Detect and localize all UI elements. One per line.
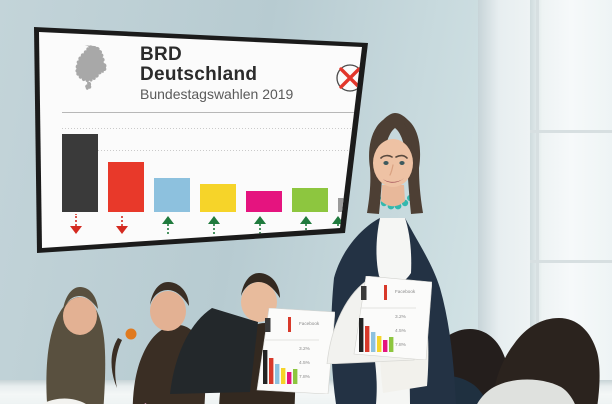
svg-text:3.2%: 3.2% <box>395 314 407 320</box>
svg-text:7.8%: 7.8% <box>299 374 311 380</box>
svg-text:Facebook: Facebook <box>299 321 320 326</box>
svg-text:7.8%: 7.8% <box>395 342 407 348</box>
svg-text:4.5%: 4.5% <box>395 328 407 334</box>
svg-text:4.5%: 4.5% <box>299 360 311 366</box>
svg-text:Facebook: Facebook <box>395 289 416 294</box>
svg-text:3.2%: 3.2% <box>299 346 311 352</box>
